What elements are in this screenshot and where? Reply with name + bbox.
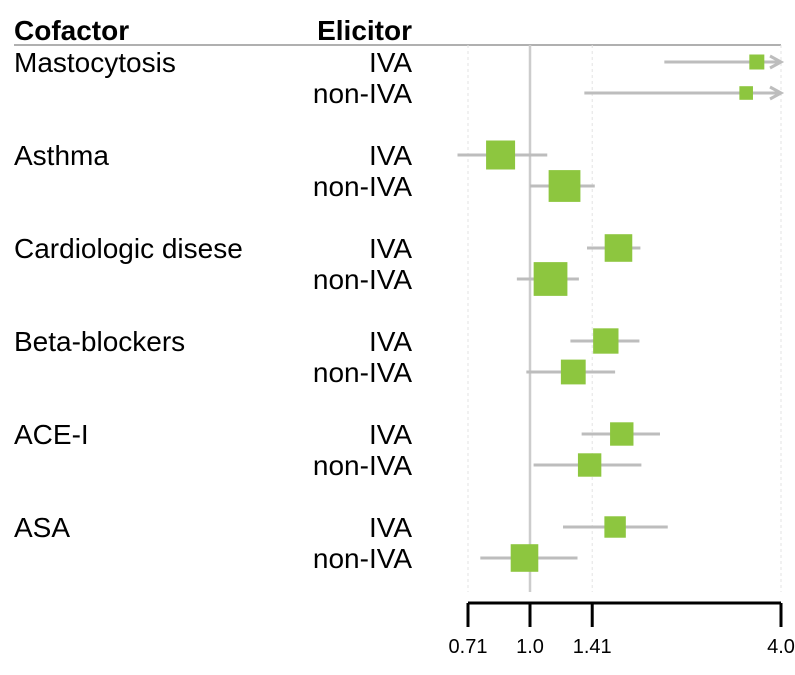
header-cofactor: Cofactor bbox=[14, 15, 129, 46]
cofactor-label: ACE-I bbox=[14, 419, 89, 450]
elicitor-label: IVA bbox=[369, 47, 412, 78]
elicitor-label: IVA bbox=[369, 326, 412, 357]
ci-arrow bbox=[769, 54, 785, 70]
elicitor-label: non-IVA bbox=[313, 357, 412, 388]
elicitor-label: non-IVA bbox=[313, 78, 412, 109]
cofactor-label: Asthma bbox=[14, 140, 109, 171]
elicitor-label: IVA bbox=[369, 233, 412, 264]
x-tick-label: 0.71 bbox=[449, 636, 488, 658]
ci-arrow bbox=[769, 85, 785, 101]
cofactor-label: Mastocytosis bbox=[14, 47, 176, 78]
estimate-marker bbox=[486, 140, 516, 170]
estimate-marker bbox=[577, 453, 602, 477]
estimate-marker bbox=[560, 359, 586, 385]
estimate-marker bbox=[593, 328, 619, 354]
cofactor-label: ASA bbox=[14, 512, 70, 543]
header-elicitor: Elicitor bbox=[317, 15, 412, 46]
x-axis: 0.71 1.0 1.41 4.0 bbox=[449, 601, 795, 658]
x-tick-label: 1.0 bbox=[516, 636, 544, 658]
elicitor-label: IVA bbox=[369, 419, 412, 450]
estimate-marker bbox=[604, 516, 626, 538]
grid-layer bbox=[467, 45, 782, 592]
elicitor-label: non-IVA bbox=[313, 171, 412, 202]
estimate-marker bbox=[548, 170, 581, 202]
elicitor-label: IVA bbox=[369, 140, 412, 171]
elicitor-label: non-IVA bbox=[313, 450, 412, 481]
estimate-marker bbox=[533, 262, 568, 296]
estimate-marker bbox=[604, 234, 633, 262]
x-tick-label: 1.41 bbox=[573, 636, 612, 658]
elicitor-label: non-IVA bbox=[313, 543, 412, 574]
estimate-marker bbox=[749, 54, 765, 70]
elicitor-label: IVA bbox=[369, 512, 412, 543]
estimate-marker bbox=[510, 544, 539, 572]
cofactor-label: Cardiologic disese bbox=[14, 233, 243, 264]
elicitor-label: non-IVA bbox=[313, 264, 412, 295]
cofactor-label: Beta-blockers bbox=[14, 326, 185, 357]
x-tick-label: 4.0 bbox=[767, 636, 795, 658]
estimate-marker bbox=[739, 86, 753, 100]
estimate-marker bbox=[610, 422, 634, 446]
